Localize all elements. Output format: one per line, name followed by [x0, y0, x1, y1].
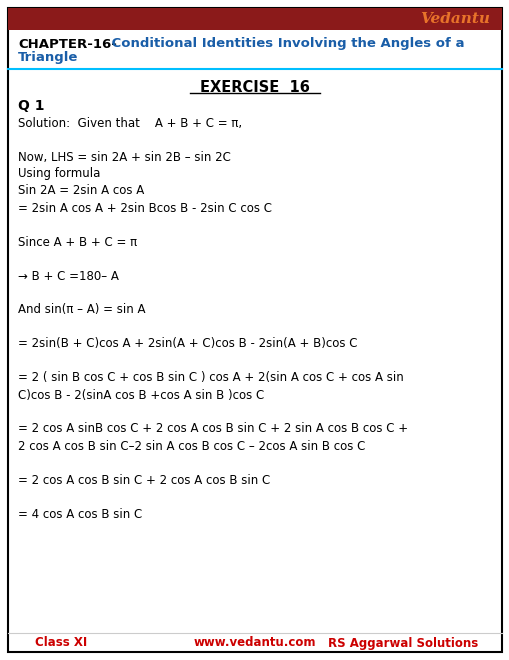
Text: = 2 cos A sinB cos C + 2 cos A cos B sin C + 2 sin A cos B cos C +: = 2 cos A sinB cos C + 2 cos A cos B sin…: [18, 422, 407, 436]
Text: 2 cos A cos B sin C–2 sin A cos B cos C – 2cos A sin B cos C: 2 cos A cos B sin C–2 sin A cos B cos C …: [18, 440, 364, 453]
Text: Class XI: Class XI: [35, 636, 87, 649]
Text: And sin(π – A) = sin A: And sin(π – A) = sin A: [18, 304, 145, 317]
Text: RS Aggarwal Solutions: RS Aggarwal Solutions: [327, 636, 477, 649]
Text: = 2 cos A cos B sin C + 2 cos A cos B sin C: = 2 cos A cos B sin C + 2 cos A cos B si…: [18, 473, 270, 486]
Text: www.vedantu.com: www.vedantu.com: [193, 636, 316, 649]
Text: Solution:  Given that    A + B + C = π,: Solution: Given that A + B + C = π,: [18, 117, 242, 129]
Text: Using formula: Using formula: [18, 168, 100, 180]
Text: Since A + B + C = π: Since A + B + C = π: [18, 236, 137, 249]
Text: Conditional Identities Involving the Angles of a: Conditional Identities Involving the Ang…: [107, 38, 464, 51]
Text: CHAPTER-16-: CHAPTER-16-: [18, 38, 117, 51]
Text: Sin 2A = 2sin A cos A: Sin 2A = 2sin A cos A: [18, 185, 144, 197]
Text: = 4 cos A cos B sin C: = 4 cos A cos B sin C: [18, 508, 142, 521]
Text: = 2sin A cos A + 2sin Bcos B - 2sin C cos C: = 2sin A cos A + 2sin Bcos B - 2sin C co…: [18, 201, 271, 214]
Polygon shape: [185, 105, 324, 285]
Text: Vedantu: Vedantu: [419, 12, 489, 26]
Text: = 2sin(B + C)cos A + 2sin(A + C)cos B - 2sin(A + B)cos C: = 2sin(B + C)cos A + 2sin(A + C)cos B - …: [18, 337, 357, 350]
Bar: [8, 8, 501, 30]
Text: EXERCISE  16: EXERCISE 16: [200, 79, 309, 94]
Text: Q 1: Q 1: [18, 99, 44, 113]
Text: Triangle: Triangle: [18, 51, 78, 65]
Text: → B + C =180– A: → B + C =180– A: [18, 269, 119, 282]
Text: = 2 ( sin B cos C + cos B sin C ) cos A + 2(sin A cos C + cos A sin: = 2 ( sin B cos C + cos B sin C ) cos A …: [18, 372, 403, 385]
Text: C)cos B - 2(sinA cos B +cos A sin B )cos C: C)cos B - 2(sinA cos B +cos A sin B )cos…: [18, 389, 264, 401]
Text: Now, LHS = sin 2A + sin 2B – sin 2C: Now, LHS = sin 2A + sin 2B – sin 2C: [18, 150, 231, 164]
